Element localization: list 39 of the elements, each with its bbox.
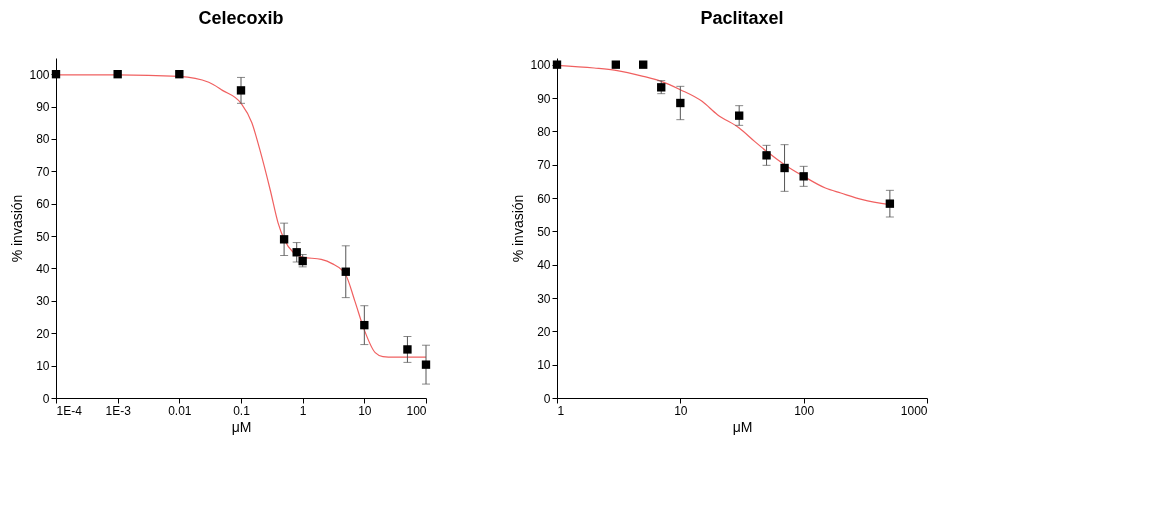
y-tick-label: 50 [36, 229, 50, 244]
y-tick-label: 70 [36, 164, 50, 179]
x-tick-label: 1 [299, 403, 307, 418]
y-axis-title: % invasión [510, 194, 527, 263]
y-tick-label: 100 [29, 67, 50, 82]
y-tick-label: 80 [537, 124, 551, 139]
x-tick-label: 1E-4 [56, 403, 83, 418]
y-tick-label: 30 [36, 294, 50, 309]
x-tick-label: 10 [358, 403, 372, 418]
y-tick-label: 20 [36, 326, 50, 341]
y-tick-label: 90 [537, 91, 551, 106]
x-axis-title: μM [231, 418, 252, 435]
x-axis-title: μM [732, 418, 753, 435]
y-axis-title: % invasión [9, 194, 26, 263]
y-tick-label: 80 [36, 132, 50, 147]
x-tick-label: 0.1 [233, 403, 251, 418]
x-tick-label: 1000 [900, 403, 928, 418]
y-tick-label: 0 [543, 391, 551, 406]
y-tick-label: 20 [537, 324, 551, 339]
chart-title: Paclitaxel [700, 8, 784, 28]
y-tick-label: 50 [537, 224, 551, 239]
y-tick-label: 40 [537, 258, 551, 273]
x-tick-label: 0.01 [168, 403, 192, 418]
x-tick-label: 100 [794, 403, 815, 418]
chart-title: Celecoxib [198, 8, 284, 28]
y-tick-label: 40 [36, 261, 50, 276]
y-tick-label: 90 [36, 100, 50, 115]
x-tick-label: 100 [406, 403, 427, 418]
x-tick-label: 1 [557, 403, 565, 418]
y-tick-label: 100 [530, 58, 551, 73]
y-tick-label: 60 [537, 191, 551, 206]
x-tick-label: 10 [674, 403, 688, 418]
y-tick-label: 60 [36, 197, 50, 212]
y-tick-label: 0 [42, 391, 50, 406]
y-tick-label: 10 [36, 359, 50, 374]
y-tick-label: 30 [537, 291, 551, 306]
x-tick-label: 1E-3 [105, 403, 132, 418]
y-tick-label: 10 [537, 358, 551, 373]
y-tick-label: 70 [537, 158, 551, 173]
